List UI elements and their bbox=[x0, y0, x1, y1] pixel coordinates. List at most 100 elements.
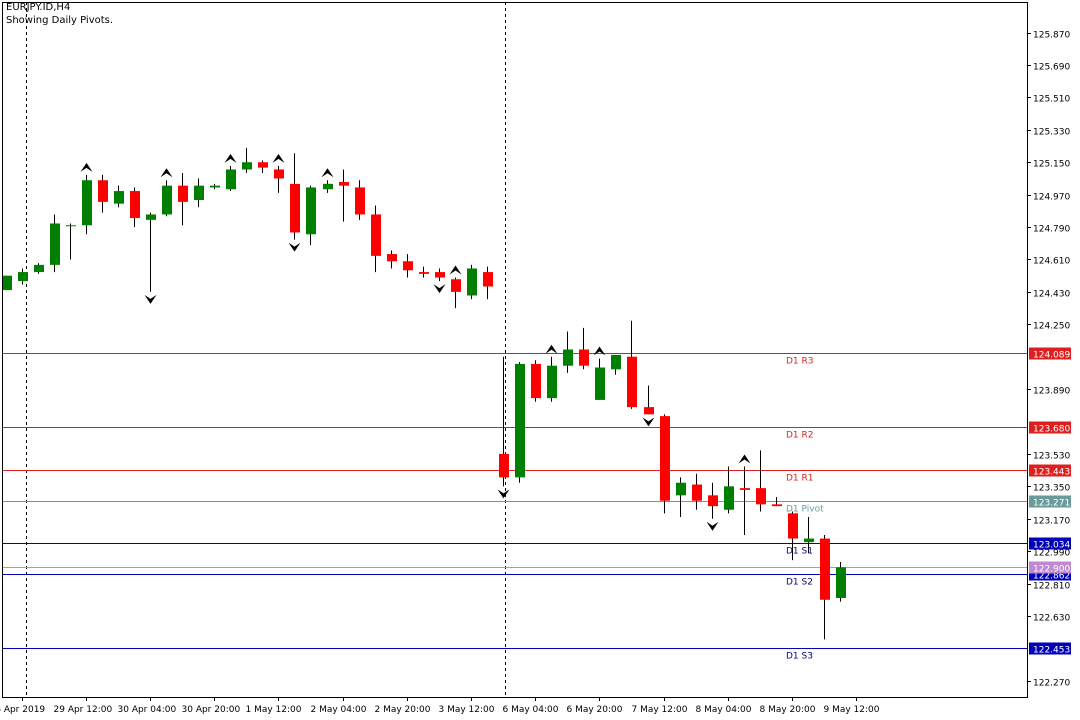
candle-body-14 bbox=[226, 169, 236, 190]
candle-body-41 bbox=[660, 416, 670, 501]
candle-body-18 bbox=[290, 183, 300, 233]
pivot-label-d1-r2: D1 R2 bbox=[786, 431, 814, 441]
candle-body-36 bbox=[579, 349, 589, 366]
candle-body-26 bbox=[419, 272, 429, 274]
price-tag-d1-s1: 123.034 bbox=[1033, 541, 1070, 551]
candle-body-20 bbox=[323, 183, 333, 190]
price-tick-label-6: 124.790 bbox=[1033, 225, 1070, 235]
price-tick-label-4: 125.150 bbox=[1033, 160, 1070, 170]
price-tag-d1-r3-bg bbox=[1029, 347, 1071, 360]
fractal-arrows bbox=[80, 153, 751, 531]
price-tick-label-5: 124.970 bbox=[1033, 193, 1070, 203]
pivot-label-d1-r1: D1 R1 bbox=[786, 474, 814, 484]
candle-body-12 bbox=[194, 185, 204, 201]
fractal-up-arrow-46 bbox=[738, 454, 751, 464]
candle-body-16 bbox=[258, 162, 268, 168]
price-tick-label-9: 124.250 bbox=[1033, 322, 1070, 332]
time-tick-label-8: 6 May 04:00 bbox=[503, 705, 559, 715]
candle-body-22 bbox=[355, 187, 365, 215]
candle-body-35 bbox=[563, 349, 573, 366]
candle-body-40 bbox=[644, 407, 654, 415]
fractal-down-arrow-44 bbox=[706, 521, 719, 531]
fractal-up-arrow-34 bbox=[545, 344, 558, 354]
fractal-up-arrow-28 bbox=[449, 265, 462, 275]
time-tick-label-1: 29 Apr 12:00 bbox=[54, 705, 113, 715]
price-tick-label-16: 122.630 bbox=[1033, 614, 1070, 624]
time-tick-label-4: 1 May 12:00 bbox=[246, 705, 302, 715]
price-tick-label-13: 123.170 bbox=[1033, 517, 1070, 527]
fractal-up-arrow-17 bbox=[272, 153, 285, 163]
time-tick-label-5: 2 May 04:00 bbox=[311, 705, 367, 715]
candle-body-51 bbox=[820, 538, 830, 600]
candle-body-15 bbox=[242, 162, 252, 170]
price-tick-label-7: 124.610 bbox=[1033, 257, 1070, 267]
fractal-up-arrow-5 bbox=[80, 162, 93, 172]
candle-body-37 bbox=[595, 367, 605, 400]
candle-body-11 bbox=[178, 185, 188, 202]
candle-body-4 bbox=[66, 225, 76, 227]
time-tick-label-13: 9 May 12:00 bbox=[824, 705, 880, 715]
chart-symbol-title: EURJPY.ID,H4 bbox=[6, 2, 71, 13]
price-tag-d1-r3: 124.089 bbox=[1033, 351, 1070, 361]
candle-body-5 bbox=[82, 180, 92, 226]
price-tick-label-10: 123.890 bbox=[1033, 387, 1070, 397]
time-tick-label-7: 3 May 12:00 bbox=[439, 705, 495, 715]
price-tick-label-3: 125.330 bbox=[1033, 128, 1070, 138]
fractal-up-arrow-37 bbox=[593, 346, 606, 356]
price-tag-d1-s1-bg bbox=[1029, 537, 1071, 550]
chart-axes bbox=[2, 2, 1028, 698]
pivot-label-d1-s1: D1 S1 bbox=[786, 547, 813, 557]
candle-body-34 bbox=[547, 365, 557, 399]
candle-body-39 bbox=[627, 356, 637, 408]
candle-body-44 bbox=[708, 495, 718, 507]
candle-body-7 bbox=[114, 191, 124, 204]
chart-subtitle: Showing Daily Pivots. bbox=[6, 15, 114, 26]
candle-body-24 bbox=[387, 254, 397, 262]
candle-body-9 bbox=[146, 214, 156, 220]
candle-body-29 bbox=[467, 268, 477, 296]
price-tag-d1-r1-bg bbox=[1029, 464, 1071, 477]
candle-body-1 bbox=[18, 272, 28, 282]
price-tick-label-1: 125.690 bbox=[1033, 63, 1070, 73]
price-tags: 124.089 123.680 123.443 123.271 123.034 122.8… bbox=[1029, 347, 1071, 656]
price-tick-label-8: 124.430 bbox=[1033, 290, 1070, 300]
fractal-up-arrow-20 bbox=[321, 168, 334, 178]
price-tick-label-15: 122.810 bbox=[1033, 582, 1070, 592]
fractal-down-arrow-31 bbox=[497, 489, 510, 499]
candle-body-31 bbox=[499, 453, 509, 478]
candle-body-42 bbox=[676, 482, 686, 496]
fractal-down-arrow-9 bbox=[144, 294, 157, 304]
price-tick-label-17: 122.270 bbox=[1033, 679, 1070, 689]
price-tick-label-0: 125.870 bbox=[1033, 31, 1070, 41]
time-tick-label-2: 30 Apr 04:00 bbox=[118, 705, 177, 715]
candle-body-6 bbox=[98, 180, 108, 202]
price-tick-label-2: 125.510 bbox=[1033, 95, 1070, 105]
price-tag-d1-s3-bg bbox=[1029, 642, 1071, 655]
fractal-up-arrow-10 bbox=[160, 168, 173, 178]
candle-body-48 bbox=[772, 504, 782, 507]
candle-body-45 bbox=[724, 486, 734, 510]
time-axis: 26 Apr 2019 29 Apr 12:00 30 Apr 04:00 30 Ap… bbox=[0, 697, 880, 715]
price-tag-current: 122.900 bbox=[1033, 565, 1070, 575]
price-axis: 125.870 125.690 125.510 125.330 125.150 124.9… bbox=[1027, 31, 1070, 689]
candle-body-43 bbox=[692, 484, 702, 501]
candle-body-28 bbox=[451, 279, 461, 292]
time-tick-label-3: 30 Apr 20:00 bbox=[182, 705, 241, 715]
pivot-label-d1-s3: D1 S3 bbox=[786, 652, 813, 662]
candle-body-25 bbox=[403, 261, 413, 271]
candlesticks bbox=[2, 147, 846, 640]
price-tag-d1-s2: 122.862 bbox=[1033, 572, 1070, 582]
price-tag-d1-r2-bg bbox=[1029, 421, 1071, 434]
time-tick-label-0: 26 Apr 2019 bbox=[0, 705, 45, 715]
fractal-down-arrow-27 bbox=[433, 284, 446, 294]
time-tick-label-10: 7 May 12:00 bbox=[632, 705, 688, 715]
candle-body-27 bbox=[435, 272, 445, 278]
price-tag-d1-pivot: 123.271 bbox=[1033, 499, 1070, 509]
candle-body-21 bbox=[339, 182, 349, 186]
candle-body-50 bbox=[804, 538, 814, 543]
candle-body-46 bbox=[740, 488, 750, 490]
candle-body-32 bbox=[515, 363, 525, 478]
price-tick-label-12: 123.350 bbox=[1033, 484, 1070, 494]
candle-body-23 bbox=[371, 214, 381, 256]
